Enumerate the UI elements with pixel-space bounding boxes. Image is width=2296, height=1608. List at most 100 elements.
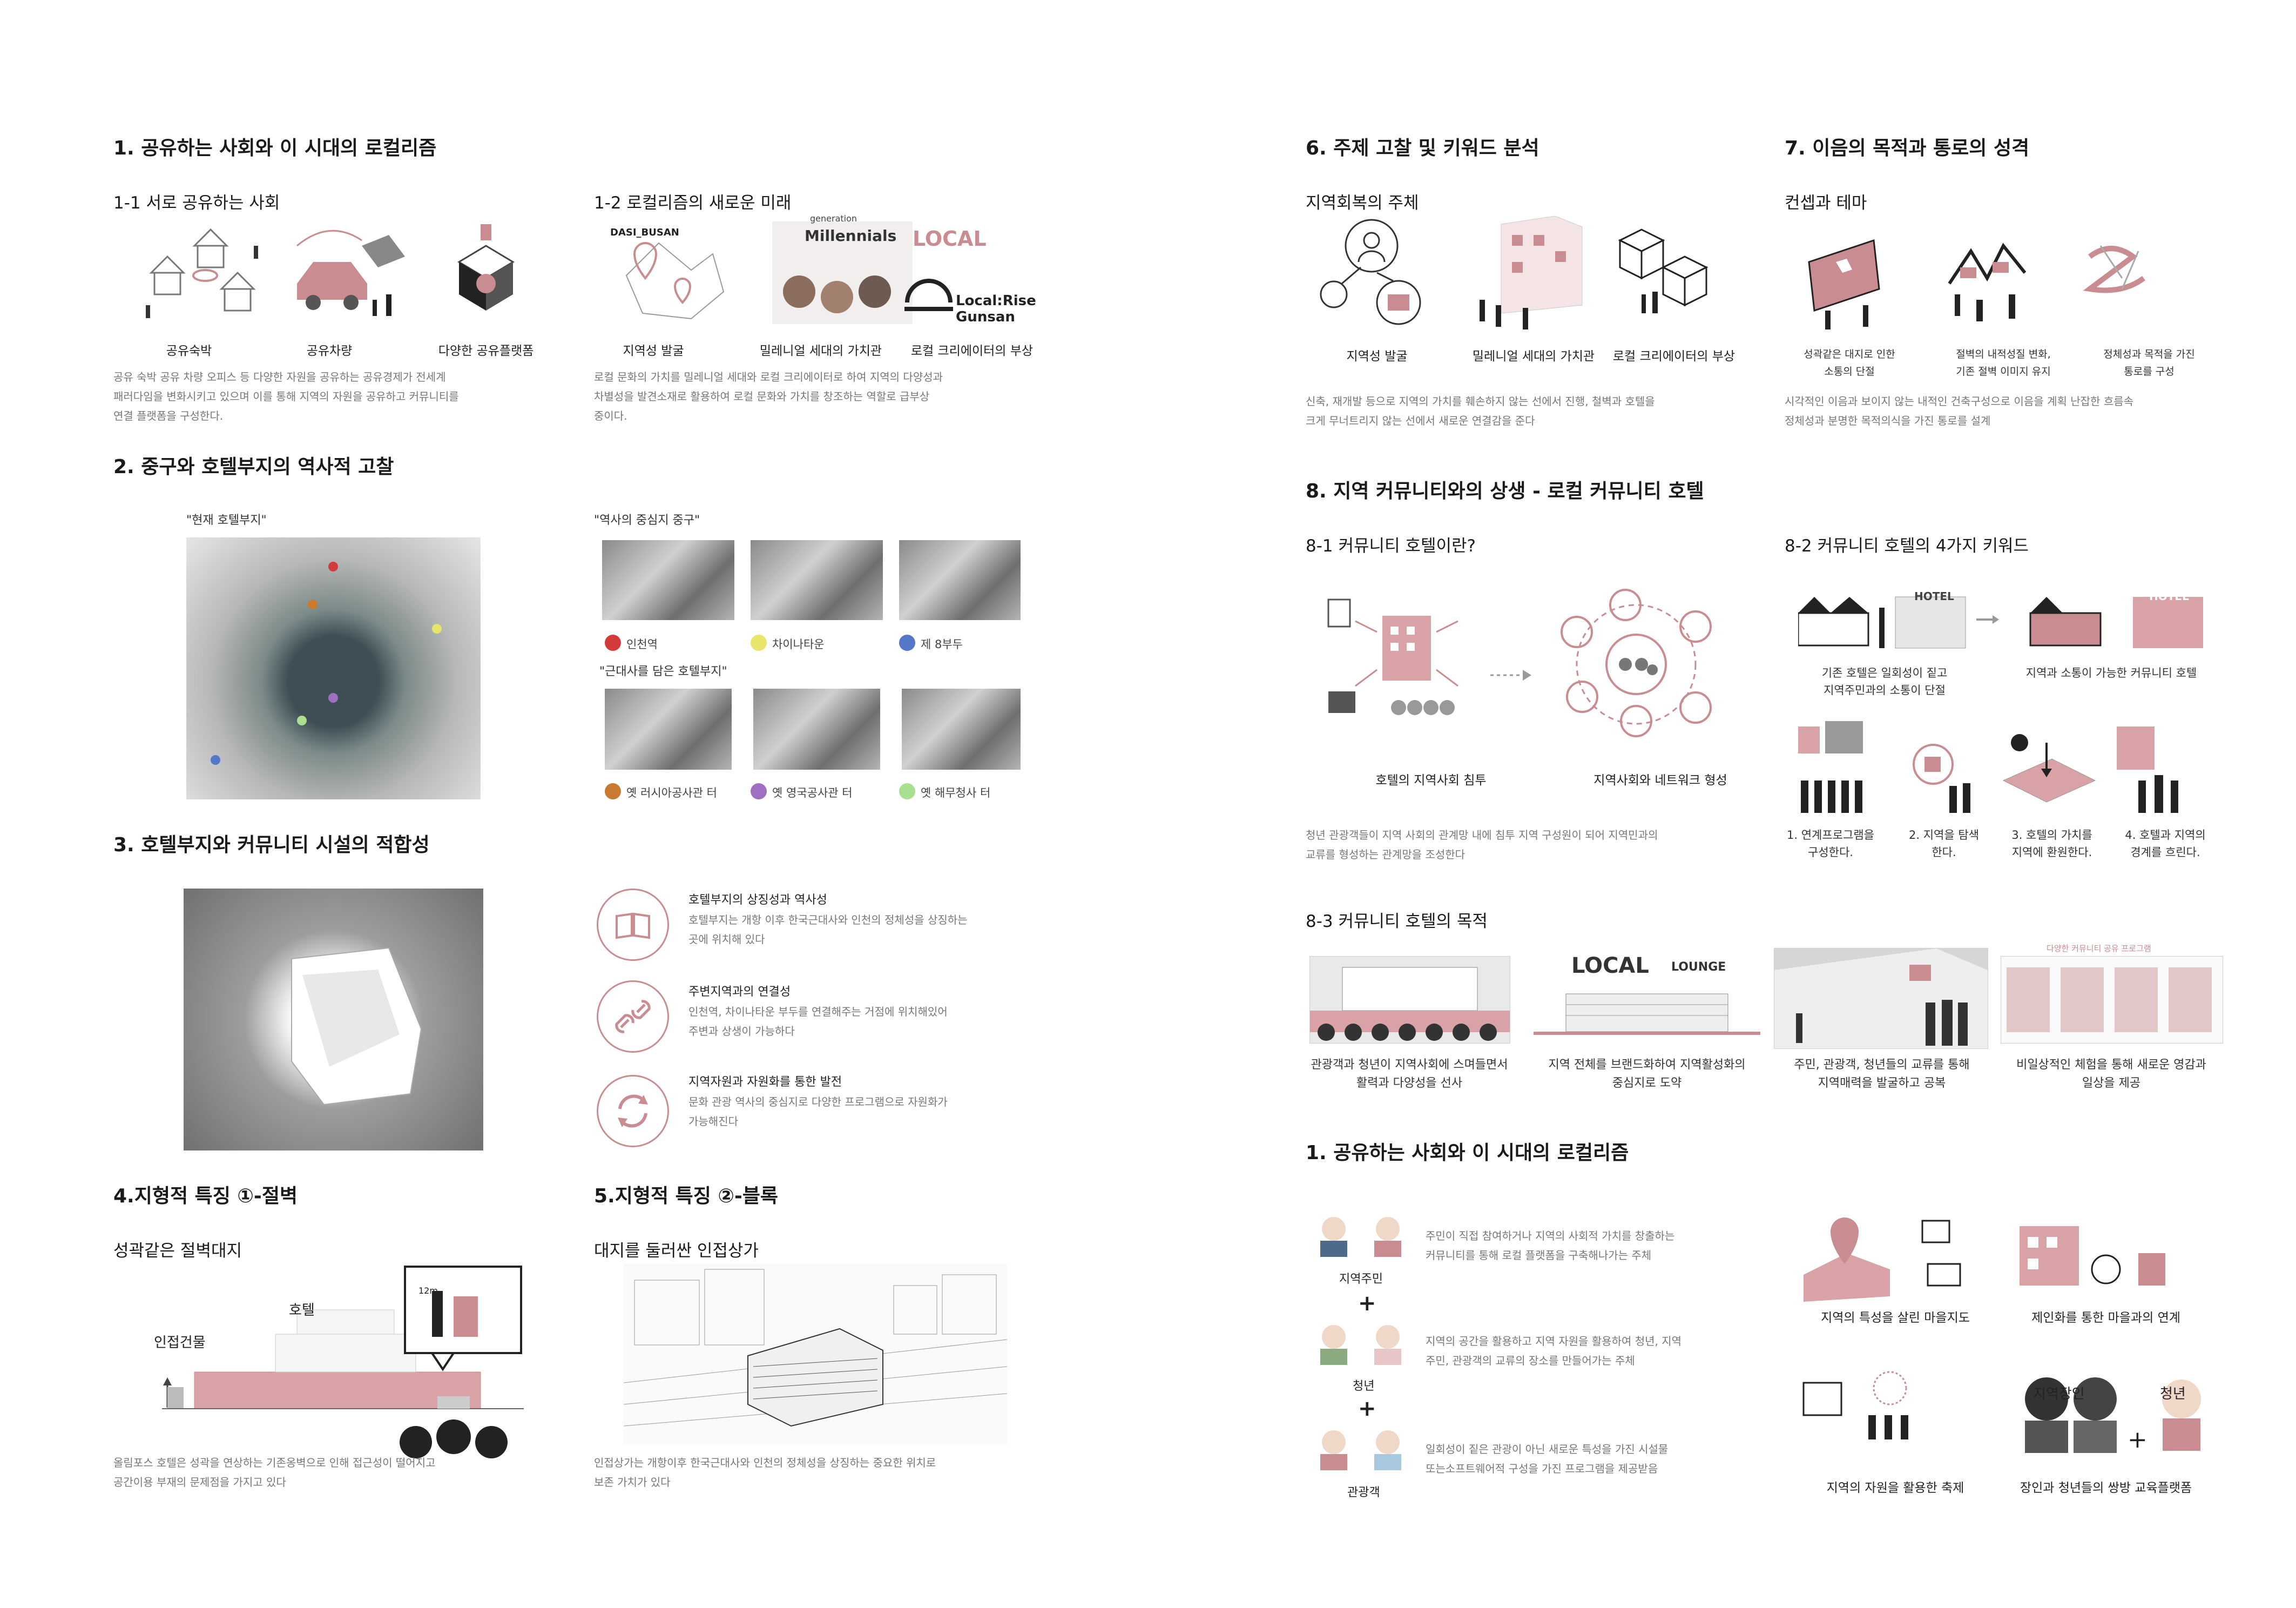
sec5-body: 인접상가는 개항이후 한국근대사와 인천의 정체성을 상징하는 중요한 위치로 보…	[594, 1456, 936, 1489]
dot-chinatown	[432, 624, 442, 634]
dot-incheon-station	[328, 562, 338, 571]
wall-icon	[1808, 239, 1880, 329]
icon2-label-2: 로컬 크리에이터의 부상	[910, 344, 1034, 358]
legend-dot-5	[899, 783, 915, 799]
value-return-icon	[2002, 734, 2096, 803]
hotel-comparison-icons	[1798, 596, 2203, 649]
keyword-1: 2. 지역을 탐색 한다.	[1909, 829, 1979, 859]
purpose-image-2	[1534, 956, 1760, 1042]
keyword-four-icons	[1798, 721, 2178, 813]
sec8-sub1: 8-1 커뮤니티 호텔이란?	[1306, 536, 1476, 556]
label-adjacent: 인접건물	[154, 1335, 206, 1351]
legend-dot-3	[605, 783, 621, 799]
legend-top-1: 차이나타운	[772, 638, 825, 651]
program-icon	[1798, 721, 1863, 813]
icon2-label-1: 밀레니얼 세대의 가치관	[759, 344, 882, 358]
historic-photo-5	[753, 689, 880, 770]
sec7-sub: 컨셉과 테마	[1785, 193, 1867, 213]
label-12m: 12m	[418, 1286, 438, 1296]
icon2-label-0: 지역성 발굴	[623, 344, 684, 358]
sec1-body2: 로컬 문화의 가치를 밀레니얼 세대와 로컬 크리에이터로 하여 지역의 다양성…	[594, 371, 943, 422]
role-avatars	[1320, 1217, 1401, 1470]
refresh-icon	[597, 1075, 669, 1147]
sec1-sub2: 1-2 로컬리즘의 새로운 미래	[594, 193, 792, 213]
label-hotel: 호텔	[289, 1302, 315, 1318]
identity-path-icon	[2083, 245, 2145, 293]
lounge-text: LOUNGE	[1671, 960, 1726, 974]
plus-0: +	[1358, 1291, 1376, 1316]
sec6-sub: 지역회복의 주체	[1306, 193, 1419, 213]
share-program-title: 다양한 커뮤니티 공유 프로그램	[2047, 944, 2151, 953]
block-perspective-drawing	[624, 1264, 1007, 1445]
quote-center: "역사의 중심지 중구"	[594, 514, 700, 527]
village-map-icon	[1804, 1217, 1961, 1302]
logo-text-3: LOCAL	[913, 227, 987, 251]
sec1-sub1: 1-1 서로 공유하는 사회	[113, 193, 280, 213]
role-desc-2: 일회성이 짙은 관광이 아닌 새로운 특성을 가진 시설물 또는소프트웨어적 구성…	[1426, 1443, 1669, 1475]
sec8-cap2-0: 기존 호텔은 일회성이 짙고 지역주민과의 소통이 단절	[1821, 667, 1948, 697]
logo-text-2: generation	[810, 213, 857, 224]
youth-avatars	[1320, 1325, 1401, 1365]
sec4-title: 4.지형적 특징 ①-절벽	[113, 1185, 298, 1207]
legend-dot-1	[751, 635, 767, 651]
sec8-sub2: 8-2 커뮤니티 호텔의 4가지 키워드	[1785, 536, 2029, 556]
tourist-avatars	[1320, 1430, 1401, 1470]
craftsman-icon	[2025, 1377, 2201, 1453]
keyword-3: 4. 호텔과 지역의 경계를 흐린다.	[2125, 829, 2206, 859]
dot-maritime	[297, 716, 307, 725]
sec8-body1: 청년 관광객들이 지역 사회의 관계망 내에 침투 지역 구성원이 되어 지역민…	[1306, 829, 1658, 861]
creator-cubes-icon	[1618, 228, 1709, 313]
craft-label-1: 청년	[2160, 1386, 2186, 1402]
program-icons	[1802, 1217, 2201, 1453]
role-desc-1: 지역의 공간을 활용하고 지역 자원을 활용하여 청년, 지역 주민, 관광객의 …	[1426, 1335, 1682, 1367]
concept-icons	[1808, 239, 2145, 329]
plus-2: +	[2128, 1426, 2148, 1454]
community-hotel-diagram	[1327, 589, 1712, 737]
craft-label-0: 지역장인	[2033, 1386, 2085, 1402]
sec8-title: 8. 지역 커뮤니티와의 상생 - 로컬 커뮤니티 호텔	[1306, 480, 1704, 502]
icon1-label-1: 공유차량	[306, 344, 353, 358]
link-icon	[597, 980, 669, 1053]
keyword-0: 1. 연계프로그램을 구성한다.	[1787, 829, 1874, 859]
historic-photo-4	[605, 689, 732, 770]
cliff-section-diagram	[162, 1266, 524, 1458]
shared-house-icon	[146, 228, 258, 318]
sec2-title: 2. 중구와 호텔부지의 역사적 고찰	[113, 456, 394, 478]
sec3-item-title-2: 지역자원과 자원화를 통한 발전	[688, 1075, 842, 1089]
keyword-2: 3. 호텔의 가치를 지역에 환원한다.	[2011, 829, 2092, 859]
purpose-image-1	[1309, 956, 1510, 1044]
purpose-image-4	[2001, 956, 2223, 1044]
sec7-body: 시각적인 이음과 보이지 않는 내적인 건축구성으로 이음을 계획 난잡한 흐름…	[1785, 395, 2134, 427]
historic-photo-6	[902, 689, 1021, 770]
sec3-item-title-0: 호텔부지의 상징성과 역사성	[688, 893, 827, 907]
sec5-title: 5.지형적 특징 ②-블록	[594, 1185, 779, 1207]
hotel-sign-1: HOTEL	[1914, 590, 1954, 603]
icon1-label-0: 공유숙박	[166, 344, 212, 358]
sec6-icon-label-0: 지역성 발굴	[1346, 349, 1408, 364]
resident-avatars	[1320, 1217, 1401, 1257]
legend-dot-0	[605, 635, 621, 651]
plus-1: +	[1358, 1396, 1376, 1421]
explore-icon	[1913, 744, 1970, 813]
legend-top-2: 제 8부두	[921, 638, 963, 651]
sec7-icon-label-0: 성곽같은 대지로 인한 소통의 단절	[1804, 348, 1895, 378]
site-aerial-photo	[186, 537, 481, 799]
prog-cap-1: 제인화를 통한 마을과의 연계	[2031, 1311, 2180, 1325]
craft-village-icon	[2020, 1226, 2165, 1286]
logo-text-5: Gunsan	[956, 309, 1015, 325]
sec4-sub: 성곽같은 절벽대지	[113, 1241, 242, 1261]
network-people-icon	[1320, 219, 1421, 325]
historic-photo-1	[602, 540, 734, 620]
role-label-2: 관광객	[1347, 1486, 1380, 1499]
sec3-title: 3. 호텔부지와 커뮤니티 시설의 적합성	[113, 834, 430, 856]
legend-bottom-0: 옛 러시아공사관 터	[626, 786, 717, 799]
quote-site: "현재 호텔부지"	[186, 514, 267, 527]
sec3-item-title-1: 주변지역과의 연결성	[688, 985, 791, 999]
keyword-icons	[1320, 216, 1709, 329]
sec1-title: 1. 공유하는 사회와 이 시대의 로컬리즘	[113, 137, 437, 159]
sec6-body: 신축, 재개발 등으로 지역의 가치를 훼손하지 않는 선에서 진행, 철벽과 …	[1306, 395, 1655, 427]
blur-boundary-icon	[2117, 726, 2178, 813]
prog-cap-0: 지역의 특성을 살린 마을지도	[1821, 1311, 1970, 1325]
sec5-sub: 대지를 둘러싼 인접상가	[594, 1241, 759, 1261]
millennial-building-icon	[1480, 216, 1583, 329]
